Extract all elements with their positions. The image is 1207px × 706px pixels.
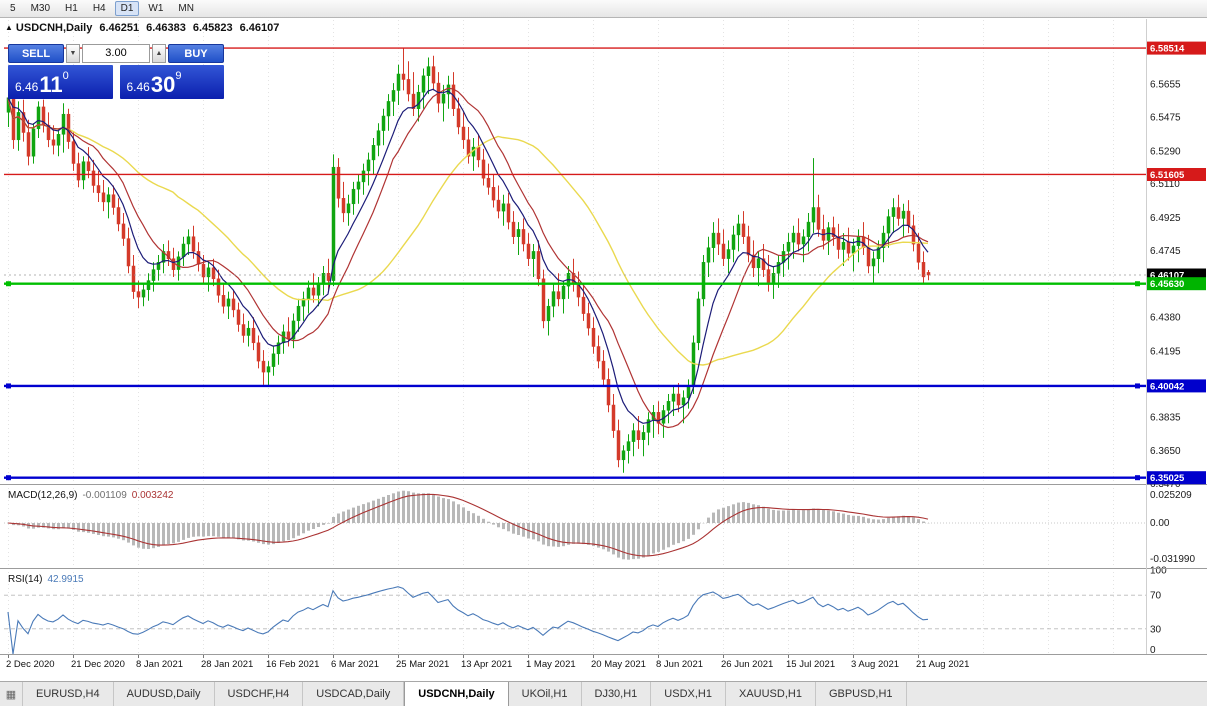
svg-text:6.3470: 6.3470 xyxy=(1150,479,1181,490)
svg-text:6.40042: 6.40042 xyxy=(1150,381,1184,392)
svg-text:6.5655: 6.5655 xyxy=(1150,80,1181,91)
svg-text:6.4380: 6.4380 xyxy=(1150,313,1181,324)
chart-symbol-ohlc: ▲ USDCNH,Daily 6.46251 6.46383 6.45823 6.4610… xyxy=(5,22,286,34)
sell-button[interactable]: SELL xyxy=(8,44,64,63)
buy-price-display[interactable]: 6.46 30 9 xyxy=(119,65,224,99)
svg-text:6 Mar 2021: 6 Mar 2021 xyxy=(331,659,379,670)
buy-button[interactable]: BUY xyxy=(168,44,224,63)
svg-text:6.4925: 6.4925 xyxy=(1150,213,1181,224)
rsi-indicator-label: RSI(14) 42.9915 xyxy=(8,574,84,585)
svg-text:6.5475: 6.5475 xyxy=(1150,112,1181,123)
svg-text:-0.031990: -0.031990 xyxy=(1150,554,1195,565)
symbol-title: USDCNH,Daily xyxy=(15,22,93,34)
sell-price-base: 6.46 xyxy=(15,80,39,94)
chart-tab-bar: ▦ EURUSD,H4 AUDUSD,Daily USDCHF,H4 USDCAD,D… xyxy=(0,681,1207,706)
chart-tab-USDCAD-Daily[interactable]: USDCAD,Daily xyxy=(303,682,405,706)
svg-text:20 May 2021: 20 May 2021 xyxy=(591,659,646,670)
svg-text:15 Jul 2021: 15 Jul 2021 xyxy=(786,659,835,670)
svg-text:13 Apr 2021: 13 Apr 2021 xyxy=(461,659,512,670)
svg-text:6.3650: 6.3650 xyxy=(1150,446,1181,457)
svg-text:100: 100 xyxy=(1150,566,1167,577)
svg-text:6.45630: 6.45630 xyxy=(1150,279,1184,290)
svg-text:16 Feb 2021: 16 Feb 2021 xyxy=(266,659,319,670)
one-click-trading-panel: SELL ▼ 3.00 ▲ BUY 6.46 11 0 6.46 30 9 xyxy=(8,44,224,99)
svg-text:70: 70 xyxy=(1150,591,1162,602)
chart-tab-XAUUSD-H1[interactable]: XAUUSD,H1 xyxy=(726,682,816,706)
timeframe-button-H1[interactable]: H1 xyxy=(65,3,78,14)
svg-text:26 Jun 2021: 26 Jun 2021 xyxy=(721,659,773,670)
svg-text:0.00: 0.00 xyxy=(1150,518,1170,529)
macd-signal-value: 0.003242 xyxy=(131,490,174,501)
svg-text:21 Dec 2020: 21 Dec 2020 xyxy=(71,659,125,670)
rsi-name: RSI(14) xyxy=(8,574,43,585)
chart-tab-USDCHF-H4[interactable]: USDCHF,H4 xyxy=(215,682,304,706)
macd-indicator-label: MACD(12,26,9) -0.001109 0.003242 xyxy=(8,490,173,501)
svg-text:2 Dec 2020: 2 Dec 2020 xyxy=(6,659,55,670)
timeframe-button-W1[interactable]: W1 xyxy=(148,3,164,14)
svg-text:25 Mar 2021: 25 Mar 2021 xyxy=(396,659,449,670)
svg-text:8 Jun 2021: 8 Jun 2021 xyxy=(656,659,703,670)
chart-tab-GBPUSD-H1[interactable]: GBPUSD,H1 xyxy=(816,682,907,706)
ohlc-low: 6.45823 xyxy=(192,22,233,34)
chart-tab-UKOil-H1[interactable]: UKOil,H1 xyxy=(509,682,582,706)
chart-tab-USDCNH-Daily[interactable]: USDCNH,Daily xyxy=(404,682,509,706)
buy-price-point: 9 xyxy=(175,70,182,82)
svg-text:6.3835: 6.3835 xyxy=(1150,412,1181,423)
svg-text:6.5110: 6.5110 xyxy=(1150,179,1180,190)
timeframe-button-MN[interactable]: MN xyxy=(178,3,194,14)
chart-tab-USDX-H1[interactable]: USDX,H1 xyxy=(651,682,726,706)
svg-text:6.5290: 6.5290 xyxy=(1150,146,1181,157)
svg-text:0: 0 xyxy=(1150,645,1156,656)
rsi-value: 42.9915 xyxy=(47,574,84,585)
timeframe-button-D1[interactable]: D1 xyxy=(114,1,140,16)
ohlc-open: 6.46251 xyxy=(99,22,140,34)
chart-tabs-icon[interactable]: ▦ xyxy=(0,682,23,706)
macd-main-value: -0.001109 xyxy=(82,490,127,501)
buy-price-pips: 30 xyxy=(150,72,176,97)
svg-text:30: 30 xyxy=(1150,624,1162,635)
svg-text:6.46107: 6.46107 xyxy=(1150,271,1184,282)
svg-text:3 Aug 2021: 3 Aug 2021 xyxy=(851,659,899,670)
chevron-down-icon: ▼ xyxy=(69,50,77,57)
svg-text:6.58514: 6.58514 xyxy=(1150,44,1185,55)
chart-tab-DJ30-H1[interactable]: DJ30,H1 xyxy=(582,682,652,706)
timeframe-button-M30[interactable]: M30 xyxy=(30,3,51,14)
buy-price-base: 6.46 xyxy=(126,80,150,94)
volume-input[interactable]: 3.00 xyxy=(82,44,150,63)
svg-text:1 May 2021: 1 May 2021 xyxy=(526,659,576,670)
svg-text:0.025209: 0.025209 xyxy=(1150,490,1192,501)
sell-price-pips: 11 xyxy=(39,72,63,97)
volume-decrease-button[interactable]: ▼ xyxy=(66,44,80,63)
svg-text:28 Jan 2021: 28 Jan 2021 xyxy=(201,659,253,670)
volume-increase-button[interactable]: ▲ xyxy=(152,44,166,63)
svg-text:21 Aug 2021: 21 Aug 2021 xyxy=(916,659,969,670)
chevron-up-icon: ▲ xyxy=(155,50,163,57)
svg-text:6.4195: 6.4195 xyxy=(1150,347,1181,358)
svg-text:6.51605: 6.51605 xyxy=(1150,170,1185,181)
timeframe-button-H4[interactable]: H4 xyxy=(92,3,106,14)
macd-name: MACD(12,26,9) xyxy=(8,490,78,501)
collapse-chart-icon[interactable]: ▲ xyxy=(5,23,13,32)
chart-tab-AUDUSD-Daily[interactable]: AUDUSD,Daily xyxy=(114,682,215,706)
sell-price-point: 0 xyxy=(62,70,69,82)
sell-price-display[interactable]: 6.46 11 0 xyxy=(8,65,113,99)
ohlc-close: 6.46107 xyxy=(239,22,280,34)
svg-text:6.4745: 6.4745 xyxy=(1150,246,1181,257)
svg-text:8 Jan 2021: 8 Jan 2021 xyxy=(136,659,183,670)
timeframe-button-5[interactable]: 5 xyxy=(10,3,16,14)
ohlc-high: 6.46383 xyxy=(146,22,186,34)
svg-text:6.35025: 6.35025 xyxy=(1150,473,1185,484)
chart-tab-EURUSD-H4[interactable]: EURUSD,H4 xyxy=(23,682,114,706)
timeframe-toolbar: 5 M30 H1 H4 D1 W1 MN xyxy=(0,0,1207,18)
